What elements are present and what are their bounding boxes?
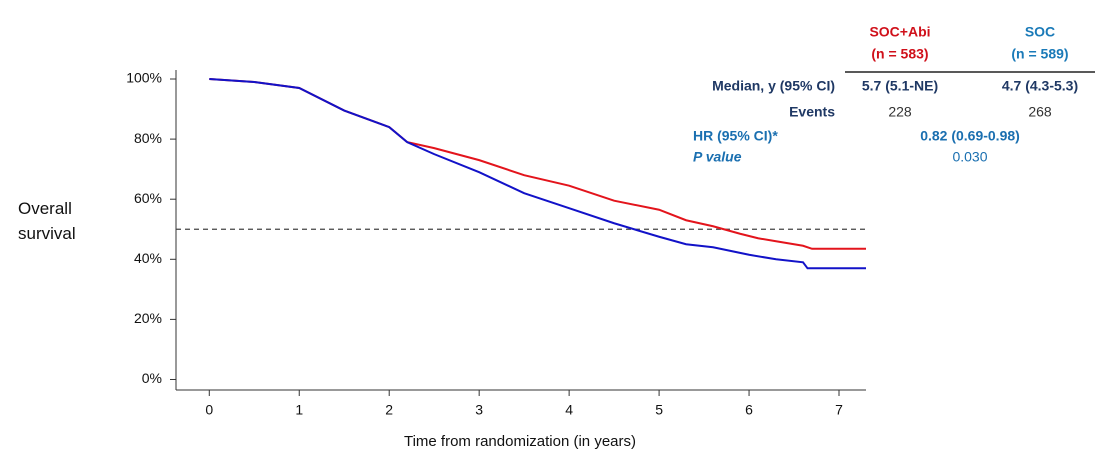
x-tick-label: 2: [385, 402, 393, 418]
x-tick-label: 4: [565, 402, 573, 418]
row-label: Events: [789, 104, 835, 120]
x-tick-label: 6: [745, 402, 753, 418]
cell: 228: [888, 104, 912, 120]
x-tick-label: 0: [205, 402, 213, 418]
y-tick-label: 100%: [126, 70, 162, 86]
survival-curve: [209, 78, 866, 250]
survival-curve: [209, 78, 866, 270]
y-tick-label: 40%: [134, 250, 162, 266]
x-tick-label: 1: [295, 402, 303, 418]
y-tick-label: 60%: [134, 190, 162, 206]
row-label: HR (95% CI)*: [693, 128, 778, 144]
y-axis-label: Overall survival: [18, 199, 76, 243]
row-label: P value: [693, 149, 742, 165]
x-tick-label: 7: [835, 402, 843, 418]
x-tick-label: 3: [475, 402, 483, 418]
cell: 0.030: [952, 149, 987, 165]
table-header: SOC+Abi: [869, 24, 930, 40]
cell: 0.82 (0.69-0.98): [920, 128, 1020, 144]
table-header: SOC: [1025, 24, 1055, 40]
cell: 4.7 (4.3-5.3): [1002, 78, 1078, 94]
x-axis-label: Time from randomization (in years): [404, 433, 636, 450]
x-tick-label: 5: [655, 402, 663, 418]
cell: 268: [1028, 104, 1052, 120]
row-label: Median, y (95% CI): [712, 78, 835, 94]
cell: 5.7 (5.1-NE): [862, 78, 938, 94]
y-tick-label: 0%: [142, 370, 162, 386]
y-tick-label: 80%: [134, 130, 162, 146]
table-header-n: (n = 583): [871, 46, 928, 62]
table-header-n: (n = 589): [1011, 46, 1068, 62]
y-tick-label: 20%: [134, 310, 162, 326]
